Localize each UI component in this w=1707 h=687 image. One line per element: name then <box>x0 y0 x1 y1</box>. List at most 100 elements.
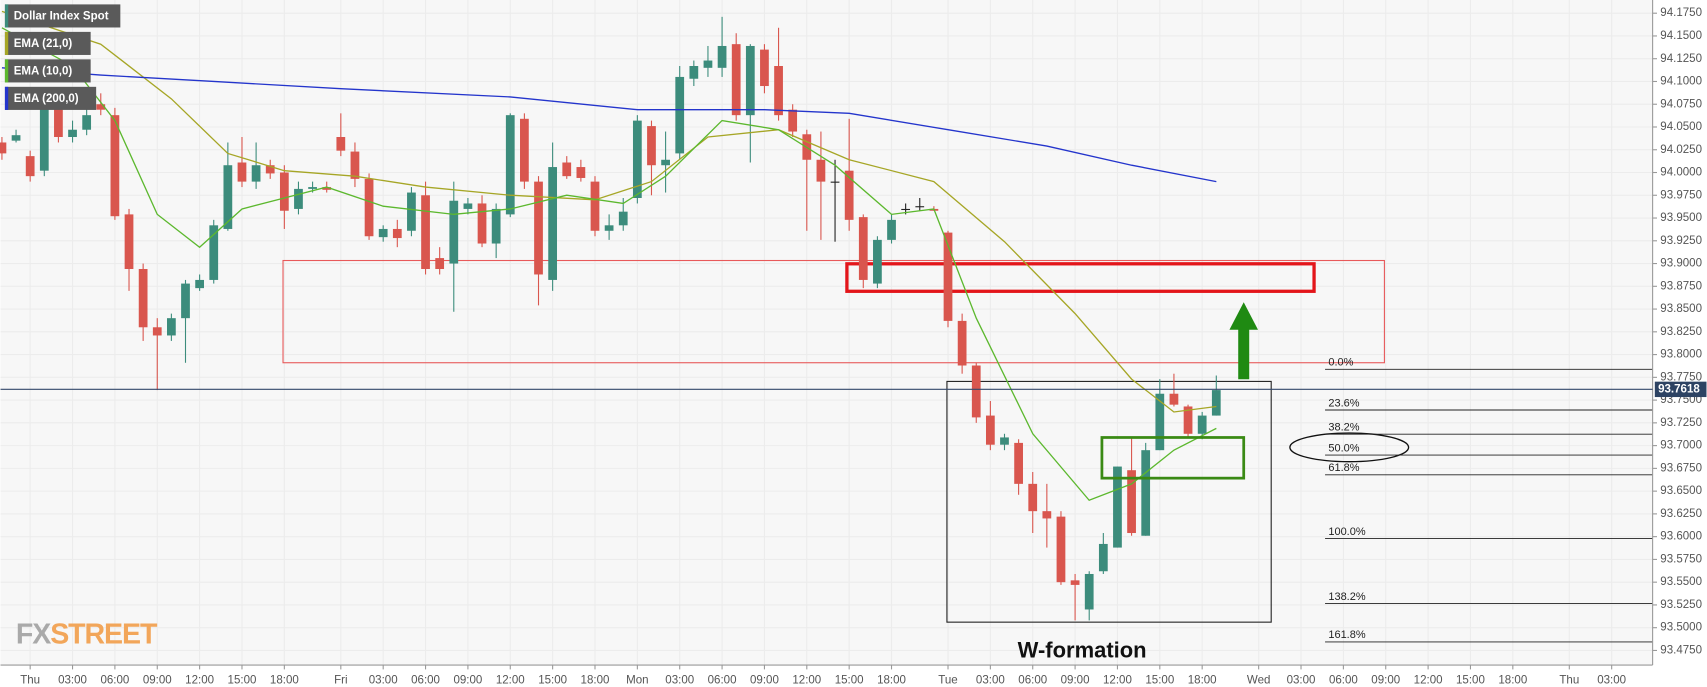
candle-body <box>562 162 572 177</box>
candle-body <box>25 156 35 177</box>
candle-body <box>237 162 247 182</box>
y-tick-label: 93.8500 <box>1660 303 1702 315</box>
candle-body <box>54 104 63 138</box>
legend: Dollar Index Spot EMA (21,0) EMA (10,0) EMA… <box>4 4 121 110</box>
y-tick-label: 94.0500 <box>1660 121 1702 133</box>
y-tick-label: 93.6000 <box>1660 531 1702 543</box>
candle-body <box>39 104 49 171</box>
candle-body <box>364 178 374 237</box>
neckline-box <box>1100 436 1246 480</box>
candle-body <box>223 165 233 229</box>
current-price-badge <box>1654 381 1707 398</box>
candle-body <box>477 203 487 244</box>
y-tick-label: 94.1250 <box>1660 53 1702 65</box>
watermark-part: FX <box>16 618 51 650</box>
legend-box <box>4 31 91 55</box>
candle-body <box>407 192 416 231</box>
candle-body <box>181 283 190 319</box>
candle-body <box>195 279 204 289</box>
y-tick-label: 93.8000 <box>1660 349 1702 361</box>
candle-body <box>1211 390 1221 416</box>
candle-body <box>971 365 981 418</box>
y-tick-label: 94.1000 <box>1660 76 1702 88</box>
y-tick-label: 94.0000 <box>1660 167 1702 179</box>
x-tick-label: 03:00 <box>58 674 87 686</box>
candle-body <box>1197 415 1207 434</box>
x-tick-label: 06:00 <box>411 674 440 686</box>
y-tick-label: 93.7500 <box>1660 394 1702 406</box>
candle-body <box>520 118 529 182</box>
candle-body <box>590 181 600 231</box>
candle-body <box>943 232 953 321</box>
candle-body <box>618 211 628 226</box>
x-tick-label: Tue <box>938 674 957 686</box>
candle-body <box>1183 406 1193 434</box>
candle-body <box>82 115 92 130</box>
x-tick-label: 15:00 <box>835 674 864 686</box>
watermark-part: STREET <box>50 618 158 650</box>
candle-body <box>675 76 685 154</box>
up-arrow <box>1229 302 1259 380</box>
candle-body <box>830 181 840 183</box>
candle-body <box>604 225 614 231</box>
candle-body <box>760 49 769 87</box>
x-tick-label: 09:00 <box>143 674 172 686</box>
candle-body <box>1000 437 1009 445</box>
x-tick-label: 18:00 <box>1498 674 1527 686</box>
watermark: FXSTREET <box>16 618 158 650</box>
candle-body <box>110 115 120 217</box>
x-tick-label: 15:00 <box>1456 674 1485 686</box>
candle-body <box>534 181 543 275</box>
y-tick-label: 94.1750 <box>1660 7 1702 19</box>
legend-box <box>4 4 121 28</box>
fib-label: 23.6% <box>1328 397 1359 409</box>
candle-body <box>887 219 896 240</box>
candle-body <box>1028 483 1038 512</box>
x-tick-label: 06:00 <box>708 674 737 686</box>
x-tick-label: Thu <box>20 674 40 686</box>
y-tick-label: 93.9750 <box>1660 189 1702 201</box>
candle-body <box>251 165 261 182</box>
fib-highlight <box>1289 432 1410 463</box>
candle-body <box>378 228 388 238</box>
candle-body <box>449 200 459 264</box>
y-tick-label: 94.0750 <box>1660 98 1702 110</box>
candle-body <box>138 269 148 328</box>
candle-body <box>873 239 882 284</box>
y-tick-label: 93.9000 <box>1660 258 1702 270</box>
y-tick-label: 93.7000 <box>1660 440 1702 452</box>
y-tick-label: 93.7750 <box>1660 371 1702 383</box>
x-tick-label: 06:00 <box>1329 674 1358 686</box>
candle-body <box>265 165 275 174</box>
candles <box>0 16 1221 621</box>
x-tick-label: 15:00 <box>1145 674 1174 686</box>
legend-box <box>4 59 91 83</box>
x-tick-label: 18:00 <box>1188 674 1217 686</box>
fib-levels: 0.0% 23.6% 38.2% 50.0% 61.8% 100.0% 138.2% 161.… <box>1325 357 1653 643</box>
candle-body <box>294 188 303 209</box>
candle-body <box>505 115 515 215</box>
y-tick-label: 93.9500 <box>1660 212 1702 224</box>
candle-body <box>1014 442 1023 484</box>
candle-body <box>279 172 289 211</box>
y-tick-label: 94.0250 <box>1660 144 1702 156</box>
legend-box <box>4 86 97 110</box>
candle-body <box>96 104 106 110</box>
y-tick-label: 93.6750 <box>1660 462 1702 474</box>
candle-body <box>858 217 868 280</box>
candle-body <box>209 225 219 280</box>
x-tick-label: 12:00 <box>1414 674 1443 686</box>
y-tick-label: 93.7250 <box>1660 417 1702 429</box>
fib-label: 50.0% <box>1328 442 1359 454</box>
y-tick-label: 93.8250 <box>1660 326 1702 338</box>
axis-background <box>0 665 1653 687</box>
candle-body <box>1056 516 1066 583</box>
y-tick-label: 93.6500 <box>1660 485 1702 497</box>
x-tick-label: 09:00 <box>1371 674 1400 686</box>
x-tick-label: 03:00 <box>369 674 398 686</box>
candle-body <box>167 318 176 336</box>
candle-body <box>774 66 783 116</box>
candle-body <box>816 159 826 182</box>
ema-line <box>1 10 1217 413</box>
x-tick-label: 12:00 <box>1103 674 1132 686</box>
